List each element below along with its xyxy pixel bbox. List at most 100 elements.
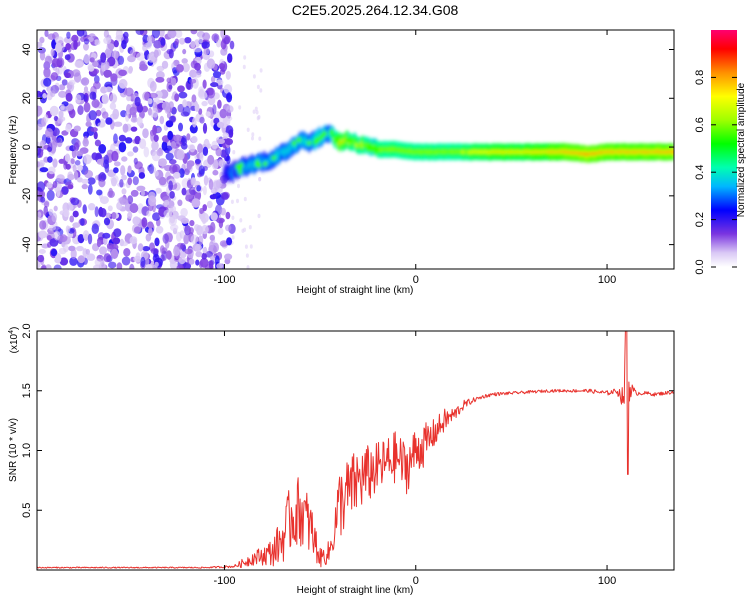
noise-speckle (161, 101, 171, 111)
noise-speckle (56, 174, 65, 182)
noise-speckle (188, 258, 195, 265)
noise-speckle (199, 116, 205, 124)
noise-speckle (77, 164, 83, 171)
noise-speckle (38, 230, 48, 239)
noise-speckle (181, 142, 188, 150)
noise-speckle (220, 149, 227, 158)
noise-speckle (50, 90, 56, 98)
noise-speckle (129, 49, 136, 58)
noise-speckle (184, 168, 190, 176)
noise-speckle (65, 225, 70, 233)
noise-speckle (209, 241, 215, 250)
noise-speckle (227, 129, 234, 138)
noise-speckle (130, 117, 138, 123)
noise-speckle (161, 60, 169, 69)
noise-speckle (48, 208, 54, 216)
noise-speckle (177, 103, 185, 113)
noise-speckle (142, 128, 149, 139)
noise-speckle (45, 128, 54, 138)
noise-speckle (222, 132, 229, 138)
noise-speckle (94, 75, 100, 84)
ridge-blob (306, 140, 312, 146)
noise-speckle (74, 60, 84, 68)
spectrogram-ytick-label: 20 (21, 92, 33, 104)
noise-speckle (162, 233, 169, 244)
noise-speckle (83, 94, 88, 102)
noise-speckle (210, 221, 216, 233)
noise-speckle (72, 210, 79, 218)
noise-speckle (217, 227, 224, 235)
noise-speckle (191, 135, 198, 144)
noise-speckle (127, 151, 134, 157)
ridge-blob (256, 162, 262, 168)
noise-speckle (53, 230, 61, 241)
noise-speckle (113, 228, 122, 238)
ridge-blob (322, 130, 327, 137)
noise-speckle (174, 93, 180, 102)
noise-speckle (65, 43, 71, 51)
noise-speckle (210, 212, 218, 221)
noise-speckle (129, 236, 138, 245)
noise-speckle (64, 72, 71, 79)
noise-speckle (165, 152, 174, 161)
spectrogram-ytick-label: -40 (21, 237, 33, 253)
noise-speckle (152, 124, 158, 136)
noise-speckle (43, 205, 48, 216)
noise-speckle (203, 175, 209, 186)
noise-speckle (82, 30, 88, 38)
noise-speckle (202, 204, 207, 212)
noise-speckle (135, 30, 145, 35)
noise-speckle (223, 84, 233, 95)
noise-speckle (68, 108, 76, 119)
noise-speckle (93, 131, 98, 140)
noise-speckle (183, 234, 190, 245)
noise-speckle (83, 42, 89, 51)
noise-speckle (135, 252, 141, 262)
noise-speckle (132, 216, 140, 226)
noise-speckle (179, 37, 186, 45)
noise-speckle (38, 249, 46, 254)
snr-xlabel: Height of straight line (km) (297, 585, 414, 596)
noise-speckle (202, 247, 208, 254)
noise-speckle (65, 124, 72, 133)
noise-speckle (90, 127, 98, 133)
noise-speckle (251, 132, 255, 137)
snr-xtick-label: -100 (213, 575, 235, 587)
noise-speckle (198, 91, 208, 100)
noise-speckle (139, 63, 148, 72)
spectrogram-frame (36, 29, 675, 270)
snr-xtick-label: 0 (413, 575, 419, 587)
noise-speckle (75, 94, 82, 104)
noise-speckle (192, 72, 202, 78)
noise-speckle (182, 62, 190, 73)
noise-speckle (147, 98, 153, 105)
noise-speckle (170, 141, 177, 149)
noise-speckle (88, 203, 96, 211)
noise-speckle (96, 240, 102, 248)
noise-speckle (189, 78, 197, 84)
noise-speckle (130, 189, 139, 197)
noise-speckle (169, 215, 176, 224)
noise-speckle (219, 108, 227, 119)
noise-speckle (223, 36, 230, 45)
noise-speckle (63, 209, 70, 218)
noise-speckle (104, 86, 113, 93)
noise-speckle (83, 54, 90, 64)
colorbar-ticks: 0.0 0.2 0.4 0.6 0.8 (694, 70, 737, 275)
noise-speckle (198, 165, 205, 175)
noise-speckle (217, 99, 222, 109)
noise-speckle (166, 250, 172, 260)
noise-speckle (121, 188, 127, 195)
noise-speckle (210, 82, 219, 88)
noise-speckle (96, 189, 103, 196)
noise-speckle (258, 136, 262, 141)
noise-speckle (102, 232, 111, 239)
noise-speckle (146, 210, 151, 217)
noise-speckle (175, 30, 183, 38)
noise-speckle (257, 213, 261, 219)
noise-speckle (50, 72, 59, 81)
noise-speckle (134, 96, 141, 107)
noise-speckle (145, 264, 153, 269)
noise-speckle (158, 158, 167, 167)
noise-speckle (89, 57, 95, 63)
